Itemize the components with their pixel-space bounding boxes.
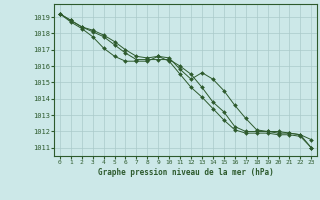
X-axis label: Graphe pression niveau de la mer (hPa): Graphe pression niveau de la mer (hPa) <box>98 168 274 177</box>
